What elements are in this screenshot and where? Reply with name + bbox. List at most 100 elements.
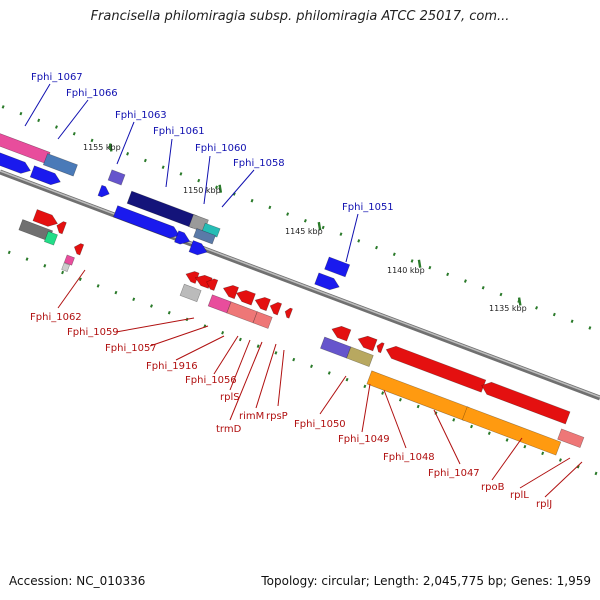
gene-features [0,133,585,456]
tick-dot [499,292,503,297]
tick-dot [398,398,402,402]
tick-dot [197,178,201,183]
fphi-1066-leader [57,99,89,140]
genome-stats-text: Topology: circular; Length: 2,045,775 bp… [261,574,591,588]
tick-dot [132,297,136,302]
tick-dot [215,185,218,190]
fphi-1059-label: Fphi_1059 [67,327,119,338]
scale-label: 1150 kbp [183,186,221,195]
gene-orange-2 [461,406,562,456]
tick-dot [339,232,343,236]
fphi-1057-label: Fphi_1057 [105,343,157,354]
fphi-1060-label: Fphi_1060 [195,143,247,154]
tick-dot [470,424,474,429]
gene-lower-salmon-3 [557,428,585,449]
gene-fphi-1048 [376,342,385,354]
gene-lower-salmon [226,301,258,324]
fphi-1059-leader [115,317,195,333]
tick-dot [126,152,130,156]
fphi-1048-label: Fphi_1048 [383,452,435,463]
tick-dot [357,239,361,243]
tick-dot [321,225,325,230]
gene-fphi-1051 [324,256,351,278]
gene-upper-blue-2 [29,165,61,186]
gene-lower-gray-2 [179,283,202,303]
rpsp-leader [277,349,285,407]
tick-dot [446,272,450,277]
gene-fphi-1063 [107,169,126,186]
gene-lower-salmon-2 [252,311,273,329]
rimm-leader [255,343,277,409]
fphi-1056-leader [213,335,239,375]
fphi-1047-leader [433,409,461,465]
tick-dot [535,306,539,310]
gene-upper-blue-5 [174,230,191,245]
tick-dot [327,371,331,375]
major-tick [517,297,522,306]
tick-dot [381,391,385,395]
rplj-leader [544,461,583,498]
gene-fphi-1056 [222,285,239,300]
rplj-label: rplJ [536,499,552,510]
tick-dot [375,245,378,250]
tick-dot [523,444,527,449]
fphi-1058-label: Fphi_1058 [233,158,285,169]
tick-dot [7,250,11,255]
gene-fphi-1062a [32,209,58,227]
gene-rpob [481,381,571,425]
accession-text: Accession: NC_010336 [9,574,146,588]
tick-dot [90,138,94,143]
gene-lower-green [43,230,58,246]
gene-lower-olive [346,346,374,367]
backbone-line [0,169,600,401]
fphi-1051-leader [345,213,359,263]
fphi-1061-leader [165,138,173,188]
rpls-label: rplS [220,392,240,403]
tick-dot [428,265,432,270]
tick-dot [150,304,153,308]
rpll-label: rplL [510,490,529,501]
gene-labels: 1155 kbp 1150 kbp 1145 kbp 1140 kbp 1135 kbp… [30,72,552,510]
fphi-1916-label: Fphi_1916 [146,361,198,372]
gene-trmd [254,297,271,312]
tick-dot [303,219,307,223]
tick-dot [37,118,41,123]
gene-fphi-1050 [331,325,352,342]
tick-dot [161,165,165,169]
gene-rpls [236,290,256,306]
fphi-1066-label: Fphi_1066 [66,88,118,99]
tick-dot [570,319,574,324]
tick-marks [1,105,598,476]
scale-label: 1145 kbp [285,227,323,236]
tick-dot [19,111,23,116]
tick-dot [505,438,509,442]
tick-dot [167,310,171,315]
rpob-label: rpoB [481,482,505,493]
tick-dot [55,125,58,129]
tick-dot [61,270,65,275]
tick-dot [481,286,485,290]
gene-fphi-1049 [357,335,378,352]
tick-dot [310,364,313,369]
trmd-leader [229,341,263,421]
fphi-1063-leader [116,121,135,165]
fphi-1058-leader [221,169,255,208]
trmd-label: trmD [216,424,242,435]
fphi-1051-label: Fphi_1051 [342,202,394,213]
tick-dot [392,252,396,257]
tick-dot [250,198,254,203]
gene-fphi-1058b [193,228,216,245]
scale-label: 1155 kbp [83,143,121,152]
scale-label: 1135 kbp [489,304,527,313]
fphi-1056-label: Fphi_1056 [185,375,237,386]
label-leader-lines [24,83,583,498]
major-tick [417,259,422,268]
tick-dot [238,337,242,342]
gene-upper-blue-4 [113,205,180,239]
tick-dot [345,377,349,382]
tick-dot [143,158,147,163]
gene-upper-blue-6 [188,240,208,256]
tick-dot [487,431,491,436]
tick-dot [72,131,76,136]
